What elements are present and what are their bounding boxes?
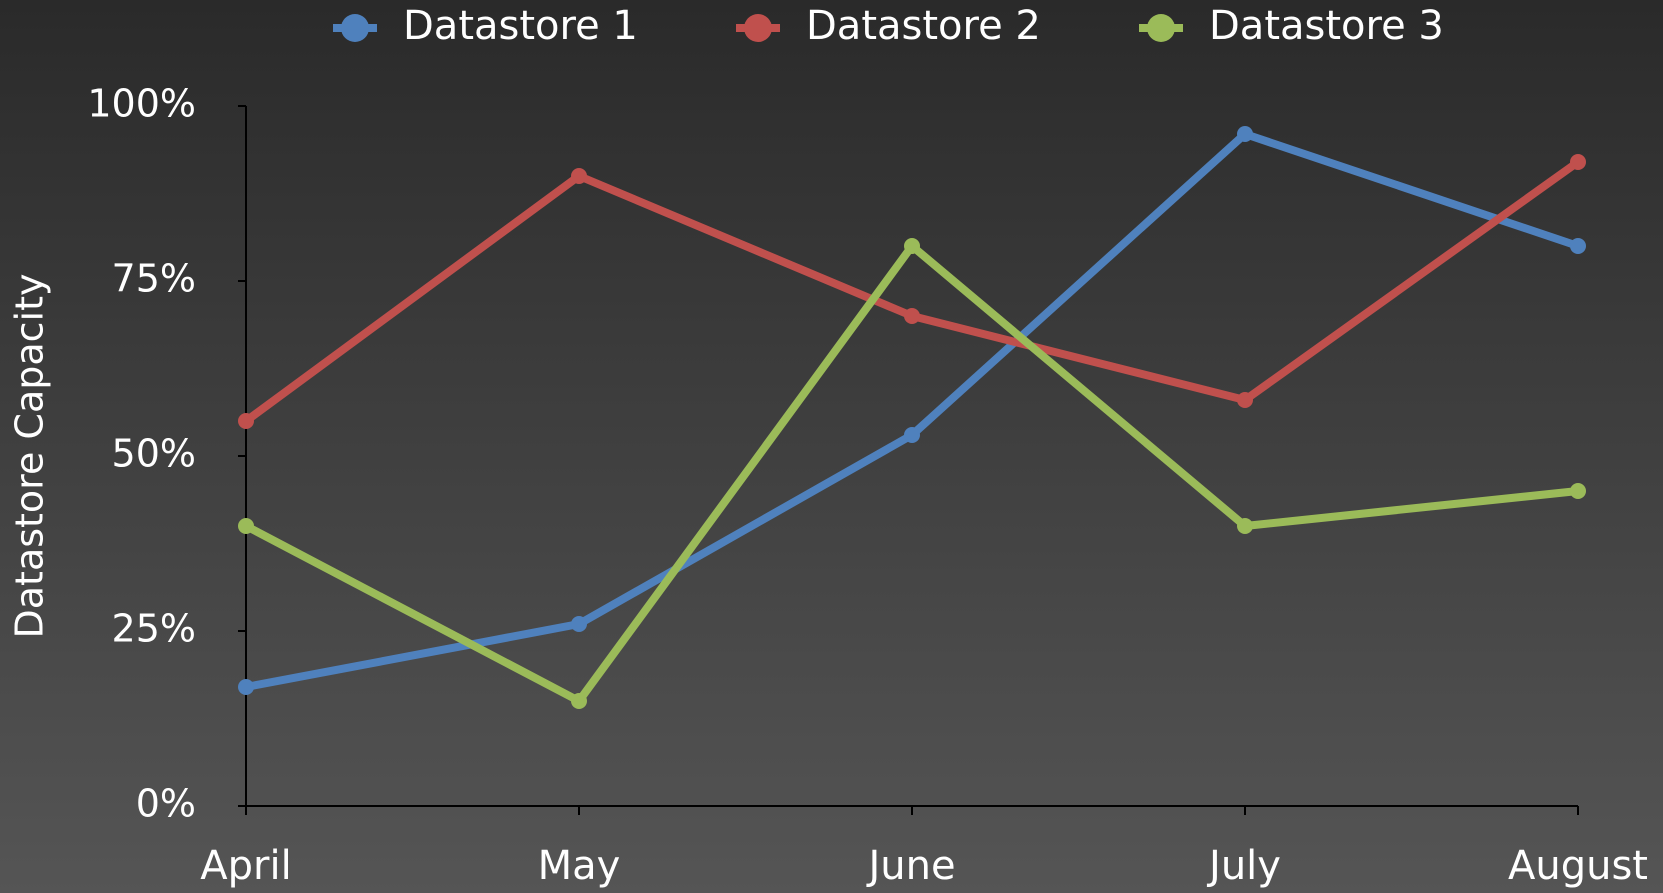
data-point [904, 308, 920, 324]
legend-label: Datastore 1 [403, 3, 638, 49]
y-axis-title: Datastore Capacity [8, 274, 52, 639]
data-point [1570, 154, 1586, 170]
x-tick-label: May [538, 843, 621, 889]
legend-marker [341, 14, 369, 42]
data-point [1237, 126, 1253, 142]
x-tick-label: July [1206, 843, 1281, 889]
legend-label: Datastore 2 [806, 3, 1041, 49]
data-point [571, 616, 587, 632]
y-tick-label: 0% [136, 782, 196, 826]
data-point [1237, 518, 1253, 534]
data-point [238, 679, 254, 695]
data-point [571, 693, 587, 709]
data-point [904, 427, 920, 443]
x-tick-label: August [1508, 843, 1648, 889]
data-point [1237, 392, 1253, 408]
data-point [571, 168, 587, 184]
y-tick-label: 100% [87, 82, 196, 126]
legend-marker [744, 14, 772, 42]
y-tick-label: 50% [112, 432, 196, 476]
legend-label: Datastore 3 [1209, 3, 1444, 49]
x-tick-label: April [200, 843, 291, 889]
data-point [904, 238, 920, 254]
data-point [1570, 483, 1586, 499]
y-tick-label: 25% [112, 607, 196, 651]
legend-marker [1147, 14, 1175, 42]
x-tick-label: June [865, 843, 955, 889]
y-tick-label: 75% [112, 257, 196, 301]
data-point [238, 413, 254, 429]
data-point [1570, 238, 1586, 254]
data-point [238, 518, 254, 534]
